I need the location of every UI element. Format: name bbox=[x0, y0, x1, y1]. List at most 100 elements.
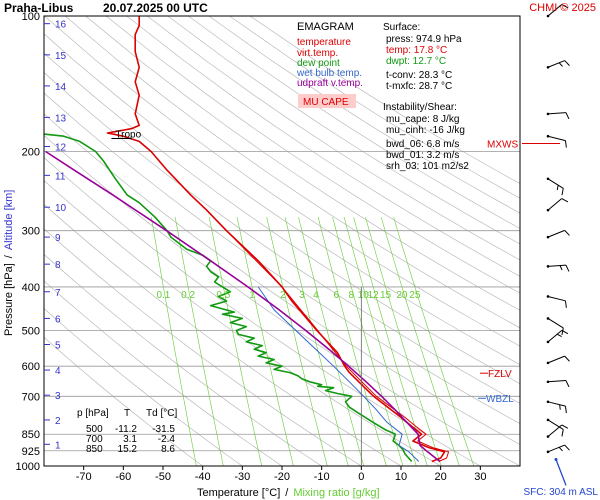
series-wet-bulb-temp bbox=[257, 286, 420, 462]
wind-barb-feather bbox=[561, 327, 564, 335]
wind-barb-staff bbox=[547, 198, 563, 211]
station-name: Praha-Libus bbox=[4, 1, 74, 15]
pressure-tick-label: 100 bbox=[22, 11, 40, 23]
wind-barb-staff bbox=[547, 60, 565, 68]
dry-adiabat-line bbox=[44, 72, 520, 404]
dry-adiabat-line bbox=[229, 16, 520, 199]
instability-title: Instability/Shear: bbox=[383, 102, 457, 113]
temperature-tick-label: -30 bbox=[234, 471, 250, 483]
wbzl-label: WBZL bbox=[486, 394, 514, 405]
wind-barb bbox=[546, 400, 567, 414]
temperature-tick-label: 0 bbox=[358, 471, 364, 483]
wind-barb-dot bbox=[546, 208, 550, 212]
wind-barb-staff bbox=[547, 295, 566, 302]
legend-updraft: udpraft v.temp. bbox=[297, 78, 363, 89]
tropopause-label: Tropo bbox=[115, 129, 141, 140]
mucape-badge bbox=[298, 94, 356, 108]
wind-barb-dot bbox=[546, 112, 550, 116]
level-table-cell: -31.5 bbox=[152, 424, 175, 435]
temperature-tick-label: -40 bbox=[195, 471, 211, 483]
wind-barb-dot bbox=[546, 450, 550, 454]
wind-barb-feather bbox=[561, 424, 569, 429]
wind-barb-staff bbox=[547, 229, 565, 238]
fzlv-label: FZLV bbox=[488, 369, 512, 380]
altitude-tick-label: 7 bbox=[55, 288, 61, 299]
altitude-tick-label: 4 bbox=[55, 366, 61, 377]
level-table-cell: 3.1 bbox=[123, 434, 137, 445]
surface-tconv: t-conv: 28.3 °C bbox=[386, 70, 452, 81]
altitude-tick-label: 16 bbox=[55, 20, 67, 31]
dry-adiabat-line bbox=[64, 16, 520, 329]
wind-barb bbox=[546, 355, 570, 365]
mxws-label: MXWS bbox=[487, 139, 518, 150]
wind-barb-dot bbox=[546, 235, 550, 239]
mixing-ratio-label: 8 bbox=[349, 290, 355, 301]
wind-barb-staff bbox=[547, 112, 566, 115]
altitude-tick-label: 10 bbox=[55, 203, 67, 214]
mixing-ratio-label: 2 bbox=[280, 290, 286, 301]
wind-barb-staff bbox=[547, 135, 566, 142]
temperature-axis: -70 -60 -50 -40 -30 -20 -10 0 10 20 30 bbox=[76, 286, 486, 483]
mixing-ratio-label: 0.1 bbox=[156, 290, 170, 301]
wind-barb-dot bbox=[546, 435, 550, 438]
y-axis-title: Pressure [hPa]/Altitude [km] bbox=[3, 190, 15, 336]
wind-barb-staff bbox=[547, 329, 563, 343]
wind-barb-staff bbox=[547, 264, 566, 267]
wind-barb-dot bbox=[546, 340, 550, 344]
wind-barb-dot bbox=[546, 295, 550, 298]
wind-barb bbox=[546, 329, 569, 344]
wind-barb-feather bbox=[558, 62, 563, 67]
wind-barb-dot bbox=[546, 14, 550, 18]
wind-barb-feather bbox=[561, 329, 569, 335]
dry-adiabat-line bbox=[85, 16, 520, 311]
mixing-ratio-label: 3 bbox=[299, 290, 305, 301]
profile-series bbox=[44, 16, 450, 463]
dry-adiabat-line bbox=[167, 16, 520, 245]
wind-barb bbox=[546, 229, 570, 239]
level-table-cell: 700 bbox=[86, 434, 103, 445]
wind-barb bbox=[546, 295, 567, 308]
temperature-tick-label: 20 bbox=[435, 471, 447, 483]
level-table-cell: -11.2 bbox=[115, 424, 137, 435]
wind-barb bbox=[546, 198, 569, 212]
wind-barb-feather bbox=[565, 112, 570, 120]
wind-barb-dot bbox=[546, 380, 550, 384]
wind-barb-staff bbox=[547, 178, 564, 189]
dry-adiabat-line bbox=[188, 16, 520, 229]
mixing-ratio-label: 12 bbox=[368, 290, 380, 301]
wind-barb-dot bbox=[546, 265, 550, 268]
pressure-tick-label: 850 bbox=[22, 429, 40, 441]
altitude-tick-label: 8 bbox=[55, 260, 61, 271]
pressure-tick-label: 1000 bbox=[16, 461, 40, 473]
level-table-cell: 850 bbox=[86, 444, 103, 455]
wind-barb-staff bbox=[547, 419, 564, 430]
mixing-ratio-label: 20 bbox=[396, 290, 408, 301]
inst-bwd-06: bwd_06: 6.8 m/s bbox=[386, 139, 459, 150]
wind-barb-feather bbox=[559, 404, 561, 410]
pressure-tick-label: 500 bbox=[22, 326, 40, 338]
wind-barb bbox=[546, 112, 570, 120]
wind-barb bbox=[546, 3, 569, 18]
pressure-tick-label: 600 bbox=[22, 361, 40, 373]
altitude-tick-label: 12 bbox=[55, 143, 67, 154]
wind-barb-feather bbox=[561, 429, 564, 437]
level-table-header-p: p [hPa] bbox=[77, 408, 109, 419]
level-table: p [hPa] T Td [°C] 500 -11.2 -31.5 700 3.… bbox=[77, 408, 177, 455]
level-table-header-t: T bbox=[124, 408, 130, 419]
wind-barb bbox=[546, 264, 570, 272]
wind-barb bbox=[546, 380, 570, 388]
dry-adiabat-line bbox=[44, 33, 520, 366]
level-markers: MXWS FZLV WBZL Tropo bbox=[111, 129, 560, 405]
wind-barb-feather bbox=[559, 265, 563, 271]
legend-temperature: temperature bbox=[297, 37, 351, 48]
wind-barb-dot bbox=[546, 400, 550, 404]
level-table-header-td: Td [°C] bbox=[146, 408, 177, 419]
altitude-tick-label: 6 bbox=[55, 314, 61, 325]
altitude-tick-label: 1 bbox=[55, 440, 61, 451]
wind-barb-feather bbox=[564, 140, 567, 148]
x-axis-title: Temperature [°C] / Mixing ratio [g/kg] bbox=[197, 487, 380, 499]
wind-barb-feather bbox=[564, 355, 570, 362]
